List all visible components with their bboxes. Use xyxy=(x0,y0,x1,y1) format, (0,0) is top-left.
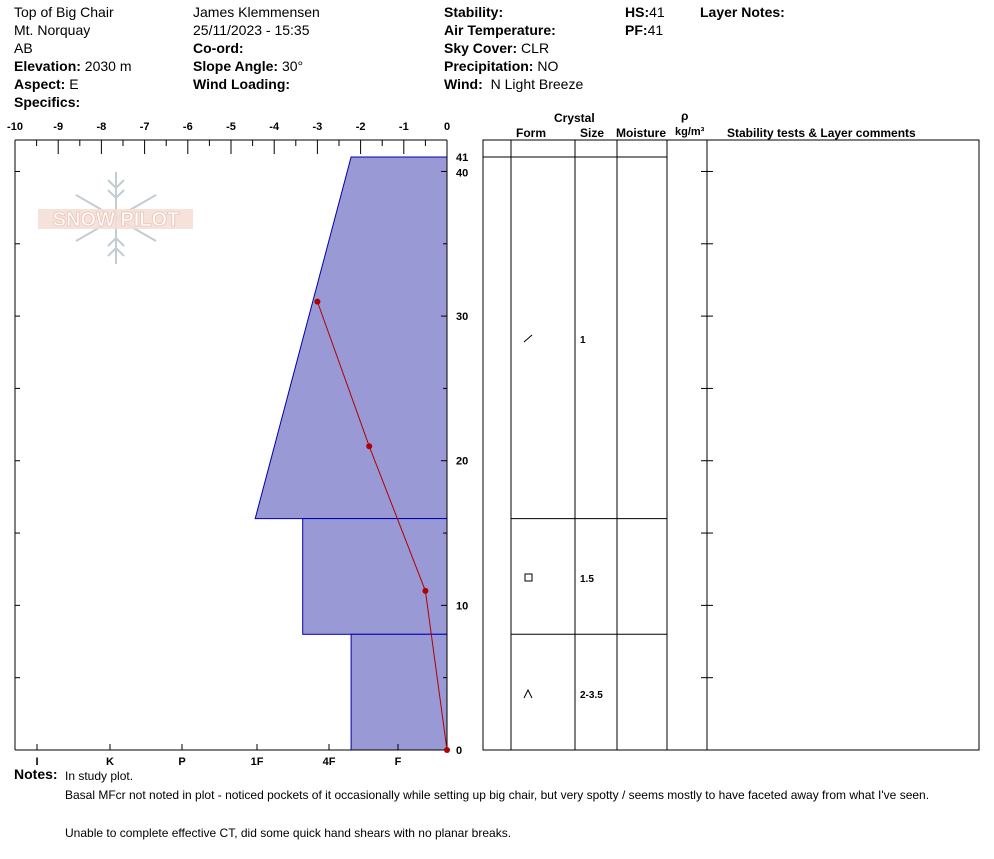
temperature-line xyxy=(316,301,448,751)
sky-value: CLR xyxy=(521,40,550,56)
rho-header: ρ xyxy=(681,109,689,123)
slope-label: Slope Angle: xyxy=(193,58,279,74)
snowpilot-logo: SNOW PILOT xyxy=(38,172,193,264)
temperature-point xyxy=(422,587,429,594)
pf-label: PF: xyxy=(625,22,648,38)
observation-datetime: 25/11/2023 - 15:35 xyxy=(193,22,310,38)
hardness-tick-label: P xyxy=(178,756,185,768)
hardness-tick-label: K xyxy=(106,756,114,768)
precip-value: NO xyxy=(537,58,559,74)
observer-name: James Klemmensen xyxy=(193,4,320,20)
temperature-point xyxy=(444,747,450,753)
pf-row: PF:41 xyxy=(625,22,663,38)
elevation-label: Elevation: xyxy=(14,58,81,74)
elevation-value: 2030 m xyxy=(84,58,132,74)
wind-loading-label: Wind Loading: xyxy=(193,76,291,92)
temperature-tick-label: -9 xyxy=(53,121,63,133)
notes-line-3: Unable to complete effective CT, did som… xyxy=(65,826,512,840)
aspect-label: Aspect: xyxy=(14,76,66,92)
temperature-tick-label: -8 xyxy=(97,121,107,133)
temperature-tick-label: -5 xyxy=(226,121,236,133)
hs-row: HS:41 xyxy=(625,4,665,20)
density-unit-header: kg/m³ xyxy=(675,126,705,138)
wind-value: N Light Breeze xyxy=(490,76,584,92)
height-tick-label: 41 xyxy=(456,152,468,164)
hardness-tick-label: I xyxy=(35,756,38,768)
sky-row: Sky Cover: CLR xyxy=(444,40,549,56)
layer-notes-label: Layer Notes: xyxy=(700,4,785,20)
temperature-tick-label: -4 xyxy=(269,121,280,133)
hardness-tick-label: F xyxy=(395,756,402,768)
aspect-value: E xyxy=(69,76,79,92)
hardness-layer-2 xyxy=(302,518,448,635)
logo-text: SNOW PILOT xyxy=(53,209,180,231)
crystal-header: Crystal xyxy=(554,111,595,125)
slope-row: Slope Angle: 30° xyxy=(193,58,303,74)
location-name: Top of Big Chair xyxy=(14,4,114,20)
layer-size-value: 1.5 xyxy=(580,574,594,585)
area-name: Mt. Norquay xyxy=(14,22,91,38)
notes-line-1: In study plot. xyxy=(65,769,134,783)
coord-label: Co-ord: xyxy=(193,40,244,56)
hardness-tick-label: 1F xyxy=(251,756,264,768)
temperature-tick-label: -2 xyxy=(356,121,366,133)
precip-label: Precipitation: xyxy=(444,58,534,74)
sky-label: Sky Cover: xyxy=(444,40,518,56)
wind-label: Wind: xyxy=(444,76,483,92)
temperature-tick-label: 0 xyxy=(444,121,450,133)
hs-label: HS: xyxy=(625,4,650,20)
layer-size-value: 1 xyxy=(580,335,586,346)
temperature-tick-label: -6 xyxy=(183,121,193,133)
stability-label: Stability: xyxy=(444,4,504,20)
wind-row: Wind: N Light Breeze xyxy=(444,76,583,92)
hardness-layer-3 xyxy=(350,633,448,751)
temperature-point xyxy=(366,443,373,450)
air-temp-label: Air Temperature: xyxy=(444,22,556,38)
form-header: Form xyxy=(516,126,546,140)
aspect-row: Aspect: E xyxy=(14,76,79,92)
slope-value: 30° xyxy=(281,58,304,74)
precip-row: Precipitation: NO xyxy=(444,58,558,74)
moisture-header: Moisture xyxy=(616,126,667,140)
notes-line-2: Basal MFcr not noted in plot - noticed p… xyxy=(65,788,930,802)
size-header: Size xyxy=(580,126,605,140)
hardness-layer-1 xyxy=(254,156,448,520)
caret-icon xyxy=(523,688,533,699)
hs-value: 41 xyxy=(649,4,665,20)
height-tick-label: 0 xyxy=(456,745,462,757)
height-tick-label: 30 xyxy=(456,311,468,323)
height-tick-label: 10 xyxy=(456,600,468,612)
elevation-row: Elevation: 2030 m xyxy=(14,58,132,74)
height-tick-label: 40 xyxy=(456,167,468,179)
temperature-tick-label: -3 xyxy=(313,121,323,133)
region-name: AB xyxy=(14,40,33,56)
temperature-tick-label: -10 xyxy=(7,121,23,133)
temperature-tick-label: -7 xyxy=(140,121,150,133)
square-icon xyxy=(524,573,533,582)
hardness-tick-label: 4F xyxy=(323,756,336,768)
temperature-point xyxy=(314,298,321,305)
slash-icon xyxy=(523,334,533,343)
height-tick-label: 20 xyxy=(456,456,468,468)
layer-table-frame xyxy=(482,139,980,751)
layer-size-value: 2-3.5 xyxy=(580,690,603,701)
temperature-tick-label: -1 xyxy=(399,121,409,133)
comments-header: Stability tests & Layer comments xyxy=(727,126,916,140)
notes-label: Notes: xyxy=(14,766,58,782)
pf-value: 41 xyxy=(647,22,664,38)
specifics-label: Specifics: xyxy=(14,94,81,110)
